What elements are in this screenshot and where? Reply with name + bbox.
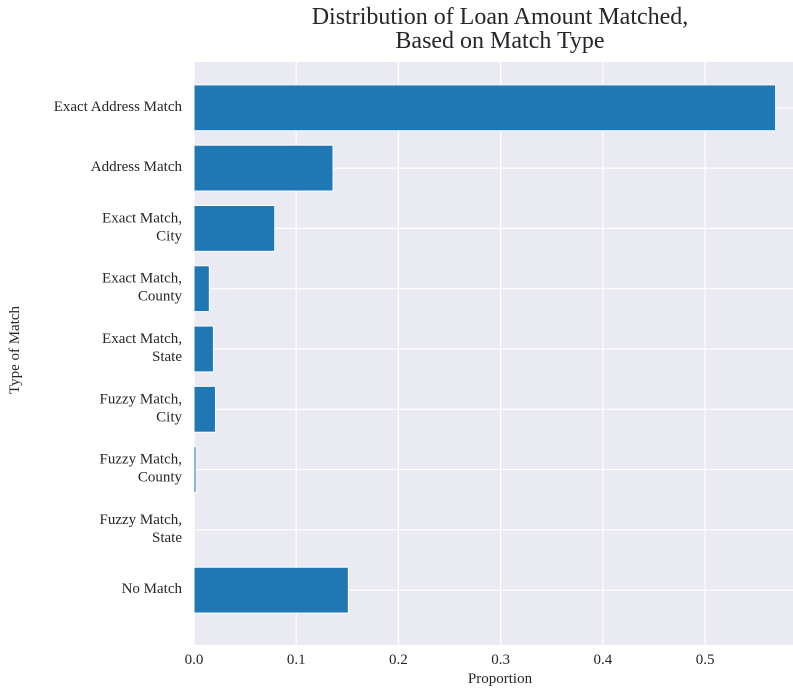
x-tick-label: 0.2 [389,652,408,668]
y-tick-label: No Match [122,582,183,598]
bar [193,446,197,493]
x-tick-label: 0.0 [185,652,204,668]
y-tick-label: Fuzzy Match, County [100,452,183,486]
y-tick-label: Fuzzy Match, State [100,512,183,546]
bar [193,144,334,192]
y-tick-label: Exact Match, County [102,271,182,305]
x-axis-label: Proportion [468,671,533,687]
x-tick-label: 0.3 [491,652,510,668]
y-axis-label: Type of Match [7,305,23,394]
x-tick-label: 0.5 [696,652,715,668]
y-tick-label: Fuzzy Match, City [100,392,183,426]
bar [193,566,349,614]
x-tick-label: 0.4 [593,652,612,668]
y-tick-label: Exact Match, City [102,211,182,245]
bar [193,84,777,132]
bar [193,265,210,313]
x-tick-label: 0.1 [287,652,306,668]
bar [193,325,214,373]
y-tick-label: Exact Match, State [102,331,182,365]
y-tick-label: Address Match [91,160,183,176]
y-tick-label: Exact Address Match [54,99,183,115]
bar [193,385,216,433]
bar [193,204,276,252]
chart-title: Distribution of Loan Amount Matched, Base… [312,4,689,54]
